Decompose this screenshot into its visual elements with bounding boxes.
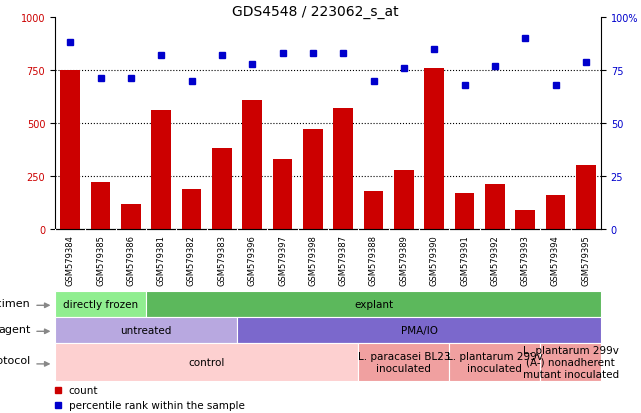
Bar (454, 194, 474, 230)
Bar (242, 100, 262, 230)
Text: GSM579385: GSM579385 (96, 235, 105, 285)
Text: L. paracasei BL23
inoculated: L. paracasei BL23 inoculated (358, 351, 450, 373)
Text: GSM579390: GSM579390 (429, 235, 438, 285)
Text: PMA/IO: PMA/IO (401, 325, 438, 335)
Text: GSM579388: GSM579388 (369, 235, 378, 285)
Text: agent: agent (0, 324, 30, 334)
Text: GSM579384: GSM579384 (65, 235, 74, 285)
Bar (394, 170, 413, 230)
Text: L. plantarum 299v
inoculated: L. plantarum 299v inoculated (447, 351, 543, 373)
Text: GSM579396: GSM579396 (247, 235, 256, 285)
Text: control: control (188, 357, 225, 367)
Text: count: count (69, 385, 98, 395)
Bar (181, 189, 201, 230)
Text: GSM579391: GSM579391 (460, 235, 469, 285)
Bar (303, 130, 322, 230)
Bar (540, 343, 601, 381)
Text: GSM579381: GSM579381 (156, 235, 165, 285)
Bar (363, 191, 383, 230)
Text: GSM579389: GSM579389 (399, 235, 408, 285)
Bar (212, 149, 231, 230)
Text: specimen: specimen (0, 298, 30, 308)
Bar (237, 317, 601, 343)
Bar (151, 111, 171, 230)
Bar (121, 204, 140, 230)
Text: untreated: untreated (121, 325, 172, 335)
Bar (55, 291, 146, 317)
Text: GSM579394: GSM579394 (551, 235, 560, 285)
Bar (545, 196, 565, 230)
Text: GDS4548 / 223062_s_at: GDS4548 / 223062_s_at (232, 5, 399, 19)
Bar (90, 183, 110, 230)
Text: GSM579386: GSM579386 (126, 235, 135, 285)
Bar (272, 160, 292, 230)
Bar (55, 317, 237, 343)
Text: directly frozen: directly frozen (63, 299, 138, 309)
Text: GSM579397: GSM579397 (278, 235, 287, 285)
Bar (333, 109, 353, 230)
Text: explant: explant (354, 299, 393, 309)
Text: GSM579387: GSM579387 (338, 235, 347, 285)
Bar (424, 69, 444, 230)
Text: GSM579395: GSM579395 (581, 235, 590, 285)
Text: GSM579398: GSM579398 (308, 235, 317, 285)
Text: L. plantarum 299v
(A-) nonadherent
mutant inoculated: L. plantarum 299v (A-) nonadherent mutan… (522, 346, 619, 379)
Bar (55, 343, 358, 381)
Text: percentile rank within the sample: percentile rank within the sample (69, 400, 244, 410)
Bar (449, 343, 540, 381)
Text: GSM579382: GSM579382 (187, 235, 196, 285)
Bar (146, 291, 601, 317)
Bar (358, 343, 449, 381)
Text: GSM579383: GSM579383 (217, 235, 226, 285)
Bar (515, 210, 535, 230)
Text: GSM579392: GSM579392 (490, 235, 499, 285)
Bar (60, 71, 80, 230)
Text: GSM579393: GSM579393 (520, 235, 529, 285)
Text: protocol: protocol (0, 355, 30, 365)
Bar (485, 185, 504, 230)
Bar (576, 166, 595, 230)
